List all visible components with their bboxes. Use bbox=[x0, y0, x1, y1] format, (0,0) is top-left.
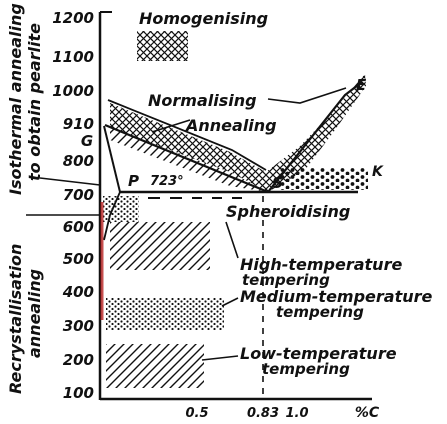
medium-temp-label-2: tempering bbox=[276, 303, 364, 321]
y-tick-600: 600 bbox=[63, 218, 94, 236]
low-temp-label-1: Low-temperature bbox=[240, 344, 397, 363]
temp-723-label: 723° bbox=[150, 174, 184, 189]
axes bbox=[98, 11, 372, 401]
leader-lines bbox=[26, 87, 347, 361]
high-temp-label-2: tempering bbox=[242, 271, 330, 289]
high-temperature-tempering-region bbox=[110, 222, 210, 270]
line-SE bbox=[267, 81, 363, 193]
medium-temperature-tempering-region bbox=[106, 298, 224, 330]
isothermal-label-2: to obtain pearlite bbox=[25, 23, 44, 181]
spheroidising-label: Spheroidising bbox=[226, 202, 350, 221]
recrystallisation-label-1: Recrystallisation bbox=[6, 244, 25, 394]
homogenising-region bbox=[137, 31, 188, 61]
x-tick-1.0: 1.0 bbox=[285, 406, 308, 421]
point-K-label: K bbox=[372, 164, 384, 180]
spheroidising-dots bbox=[280, 168, 368, 190]
medium-temp-label-1: Medium-temperature bbox=[240, 287, 433, 306]
low-temperature-tempering-region bbox=[106, 344, 204, 388]
y-tick-800: 800 bbox=[63, 152, 94, 170]
point-E-label: E bbox=[356, 76, 367, 94]
isothermal-label-1: Isothermal annealing bbox=[6, 3, 25, 195]
normalising-band bbox=[110, 74, 366, 192]
line-GP bbox=[103, 125, 121, 193]
y-tick-1200: 1200 bbox=[52, 9, 94, 27]
recrystallisation-dots bbox=[103, 196, 139, 222]
recrystallisation-label-2: annealing bbox=[25, 269, 44, 358]
y-tick-1100: 1100 bbox=[52, 48, 94, 66]
y-tick-500: 500 bbox=[63, 250, 94, 268]
point-S-label: S bbox=[272, 174, 283, 192]
normalising-label: Normalising bbox=[148, 91, 257, 110]
x-tick-0.5: 0.5 bbox=[185, 406, 208, 421]
y-tick-100: 100 bbox=[63, 384, 94, 402]
y-tick-200: 200 bbox=[63, 351, 94, 369]
x-tick-0.83: 0.83 bbox=[247, 406, 279, 421]
line-normalising-top bbox=[107, 99, 267, 171]
homogenising-label: Homogenising bbox=[139, 9, 268, 28]
low-temp-label-2: tempering bbox=[262, 360, 350, 378]
point-G-label: G bbox=[81, 132, 93, 150]
x-axis-unit: %C bbox=[355, 405, 380, 421]
point-P-label: P bbox=[128, 172, 139, 190]
y-tick-labels: 1200 1100 1000 910 900 800 700 600 500 4… bbox=[52, 9, 94, 402]
y-tick-400: 400 bbox=[62, 283, 94, 301]
y-tick-910: 910 bbox=[63, 115, 94, 133]
y-tick-300: 300 bbox=[63, 317, 94, 335]
annealing-label: Annealing bbox=[184, 116, 277, 135]
y-tick-700: 700 bbox=[63, 186, 94, 204]
line-GS bbox=[104, 123, 269, 194]
x-tick-labels: 0.5 0.83 1.0 %C bbox=[185, 405, 379, 421]
high-temp-label-1: High-temperature bbox=[240, 255, 402, 274]
y-tick-1000: 1000 bbox=[52, 82, 94, 100]
